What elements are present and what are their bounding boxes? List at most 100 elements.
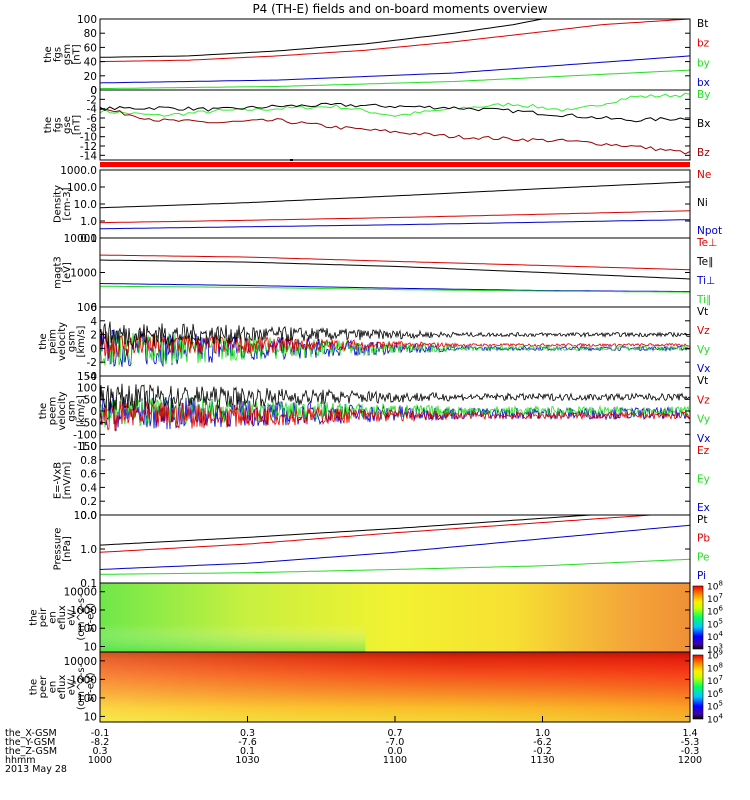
xaxis-value: -8.2 xyxy=(91,737,110,748)
legend-label: Npot xyxy=(697,225,722,237)
ytick-label: 2 xyxy=(90,330,97,342)
legend-label: Pe xyxy=(697,551,709,563)
colorbar-tick-label: 108 xyxy=(707,580,723,593)
ytick-label: 0 xyxy=(90,85,97,97)
legend-label: Te∥ xyxy=(696,256,713,268)
ytick-label: 1.0 xyxy=(80,216,97,228)
ytick-label: 100 xyxy=(77,623,97,635)
ytick-label: 100 xyxy=(77,383,97,395)
ytick-label: 0.1 xyxy=(80,578,97,590)
xaxis-value: -7.0 xyxy=(386,737,405,748)
legend-label: By xyxy=(697,89,710,101)
ytick-label: 50 xyxy=(84,394,97,406)
series-line xyxy=(99,524,691,570)
ylabel-line: [nPa] xyxy=(62,536,73,562)
ytick-label: 10000 xyxy=(64,656,97,668)
ytick-label: -2 xyxy=(87,357,97,369)
ylabel-line: the xyxy=(43,117,54,133)
series-line xyxy=(99,92,691,117)
legend-label: Vx xyxy=(697,363,710,375)
colorbar-tick-label: 107 xyxy=(707,592,723,605)
panel-frame xyxy=(99,18,691,91)
ylabel-line: sr-eV) xyxy=(86,603,97,632)
legend-label: Bz xyxy=(697,147,710,159)
ytick-label: 80 xyxy=(84,28,97,40)
ytick-label: 10000 xyxy=(64,587,97,599)
ylabel-line: [km/s] xyxy=(76,395,87,427)
colorbar-tick-label: 105 xyxy=(707,617,723,630)
ylabel-line: gsm xyxy=(67,400,78,421)
ylabel-line: the xyxy=(43,46,54,62)
ylabel-line: the xyxy=(29,679,40,695)
legend-label: Vz xyxy=(697,394,710,406)
xaxis-value: -6.2 xyxy=(533,737,552,748)
ylabel-line: Density xyxy=(52,185,63,223)
xaxis-value: 1.0 xyxy=(535,728,550,739)
panel-frame xyxy=(99,89,691,161)
ylabel-line: gsm xyxy=(62,44,73,65)
date-label: 2013 May 28 xyxy=(5,764,67,775)
series-line xyxy=(99,69,691,90)
ytick-label: 100 xyxy=(77,693,97,705)
series-line xyxy=(99,219,690,230)
ylabel-line: gsm xyxy=(67,331,78,352)
ytick-label: 0.1 xyxy=(80,233,97,245)
legend-label: by xyxy=(697,57,710,69)
ytick-label: 1.0 xyxy=(80,544,97,556)
ylabel-line: sr-eV) xyxy=(86,672,97,701)
legend-label: Vy xyxy=(697,414,710,426)
panel-efield: 1.0 0.8 0.60.4 0.2 0.0 E=-VxB[mV/m] Ez Ey Ex xyxy=(52,441,710,522)
ylabel-line: gse xyxy=(62,116,73,134)
xaxis-row-label: the_X-GSM xyxy=(5,728,57,739)
legend-label: Bt xyxy=(697,18,708,30)
ytick-label: 10.0 xyxy=(74,510,97,522)
panel-temperature: 10000 1000 100 magt3[eV] Te⊥ Te∥ Ti⊥ Ti∥ xyxy=(52,233,717,314)
ytick-label: -50 xyxy=(80,418,97,430)
legend-label: Bx xyxy=(697,118,710,130)
ytick-label: 0.8 xyxy=(80,455,97,467)
ytick-label: -4 xyxy=(87,104,98,116)
ytick-label: 4 xyxy=(90,316,97,328)
ytick-label: 0 xyxy=(90,343,97,355)
legend-label: Ne xyxy=(697,169,711,181)
legend-label: Ti⊥ xyxy=(696,275,715,287)
ytick-label: 0.4 xyxy=(80,482,97,494)
xaxis-value: 1000 xyxy=(88,755,112,766)
xaxis-value: -5.3 xyxy=(681,737,700,748)
ylabel-line: en xyxy=(48,611,59,624)
ytick-label: -150 xyxy=(73,441,97,453)
colorbar-tick-label: 105 xyxy=(707,700,723,713)
xaxis-value: 0.7 xyxy=(387,728,402,739)
xaxis-value: 0.0 xyxy=(387,746,402,757)
xaxis-value: 1100 xyxy=(383,755,407,766)
xaxis-value: 0.3 xyxy=(92,746,107,757)
ytick-label: -6 xyxy=(87,113,98,125)
ylabel-line: en xyxy=(48,681,59,694)
ylabel-line: the xyxy=(38,333,49,349)
ytick-label: 10.0 xyxy=(74,199,97,211)
colorbar-tick-label: 106 xyxy=(707,687,723,700)
series-line xyxy=(99,55,691,84)
series-trace xyxy=(99,331,691,359)
xaxis-value: -7.6 xyxy=(238,737,257,748)
colorbar-tick-label: 104 xyxy=(707,630,723,643)
ytick-label: 1000 xyxy=(70,268,97,280)
colorbar-tick-label: 107 xyxy=(707,674,723,687)
ylabel-line: eflux xyxy=(57,605,68,630)
xaxis-value: -0.3 xyxy=(681,746,700,757)
ytick-label: 0.0 xyxy=(80,510,97,522)
series-line xyxy=(100,210,691,224)
ytick-label: -2 xyxy=(87,94,97,106)
ytick-label: -8 xyxy=(87,122,97,134)
series-line xyxy=(99,514,690,553)
ylabel-line: peer xyxy=(38,675,49,699)
ytick-label: -14 xyxy=(80,150,97,162)
series-line xyxy=(100,558,691,575)
legend-label: Vy xyxy=(697,344,710,356)
ytick-label: 100 xyxy=(77,302,97,314)
ylabel-line: [nT] xyxy=(71,44,82,64)
ytick-label: 6 xyxy=(90,302,97,314)
legend-label: Pb xyxy=(697,533,710,545)
legend-label: Ni xyxy=(697,197,708,209)
